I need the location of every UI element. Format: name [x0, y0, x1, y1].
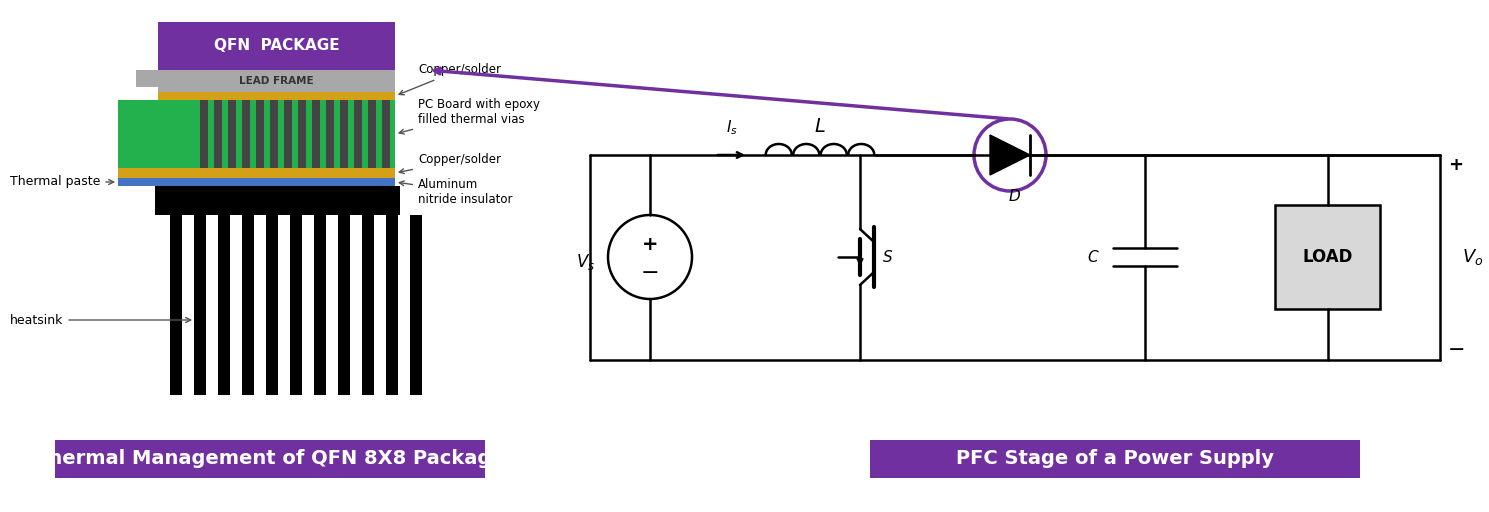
Bar — [155, 186, 401, 215]
Text: $V_s$: $V_s$ — [576, 252, 596, 272]
Text: Thermal Management of QFN 8X8 Package: Thermal Management of QFN 8X8 Package — [36, 450, 505, 468]
Bar — [135, 70, 158, 87]
Text: $S$: $S$ — [881, 249, 893, 265]
Text: PFC Stage of a Power Supply: PFC Stage of a Power Supply — [956, 450, 1275, 468]
Bar — [158, 22, 395, 70]
Text: +: + — [642, 234, 658, 253]
Bar — [270, 100, 278, 168]
Polygon shape — [990, 135, 1030, 175]
Bar — [368, 100, 377, 168]
Text: Copper/solder: Copper/solder — [399, 63, 500, 95]
Bar — [118, 178, 395, 186]
Bar — [243, 100, 250, 168]
Text: heatsink: heatsink — [10, 313, 191, 327]
Text: $C$: $C$ — [1087, 249, 1100, 265]
Bar — [158, 70, 395, 92]
Bar — [214, 100, 222, 168]
Text: −: − — [640, 263, 660, 283]
Bar — [338, 215, 350, 395]
Bar — [290, 215, 302, 395]
Text: LEAD FRAME: LEAD FRAME — [240, 76, 314, 86]
Text: PC Board with epoxy
filled thermal vias: PC Board with epoxy filled thermal vias — [399, 98, 541, 134]
Text: Thermal paste: Thermal paste — [10, 176, 113, 188]
Text: $L$: $L$ — [814, 117, 826, 137]
Bar — [326, 100, 334, 168]
Bar — [194, 215, 205, 395]
Bar — [228, 100, 235, 168]
Text: LOAD: LOAD — [1303, 248, 1352, 266]
Text: $I_s$: $I_s$ — [727, 118, 739, 137]
Bar — [55, 440, 485, 478]
Bar — [313, 100, 320, 168]
Bar — [284, 100, 292, 168]
Bar — [158, 92, 395, 100]
Bar — [1275, 205, 1380, 309]
Text: $V_o$: $V_o$ — [1462, 247, 1483, 267]
Bar — [383, 100, 390, 168]
Bar — [339, 100, 348, 168]
Bar — [409, 215, 421, 395]
Bar — [870, 440, 1359, 478]
Text: +: + — [1447, 156, 1464, 174]
Bar — [314, 215, 326, 395]
Text: QFN  PACKAGE: QFN PACKAGE — [214, 38, 339, 53]
Bar — [217, 215, 229, 395]
Bar — [362, 215, 374, 395]
Bar — [118, 168, 395, 178]
Bar — [200, 100, 208, 168]
Text: Aluminum
nitride insulator: Aluminum nitride insulator — [399, 178, 512, 206]
Bar — [267, 215, 278, 395]
Bar — [354, 100, 362, 168]
Bar — [256, 100, 264, 168]
Bar — [386, 215, 398, 395]
Bar — [298, 100, 307, 168]
Bar — [118, 100, 395, 168]
Bar — [243, 215, 255, 395]
Text: Copper/solder: Copper/solder — [399, 154, 500, 174]
Text: $D$: $D$ — [1008, 188, 1021, 204]
Bar — [170, 215, 182, 395]
Text: −: − — [1447, 340, 1465, 360]
